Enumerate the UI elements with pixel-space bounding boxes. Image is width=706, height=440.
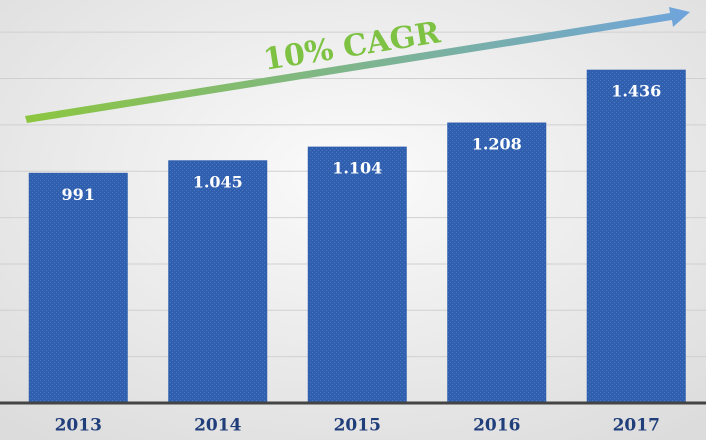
data-label: 991 [62,185,95,204]
data-label: 1.045 [193,172,243,191]
x-tick-label: 2013 [55,416,102,436]
bar [28,172,128,404]
bar [168,160,268,404]
x-tick-label: 2017 [613,416,660,436]
cagr-arrow [25,7,690,123]
data-label: 1.436 [611,82,661,101]
bar [307,146,407,404]
x-tick-label: 2016 [473,416,520,436]
x-tick-label: 2014 [194,416,241,436]
bar [586,69,686,404]
bar [447,122,547,404]
x-tick-label: 2015 [334,416,381,436]
data-label: 1.104 [332,159,382,178]
data-label: 1.208 [472,135,522,154]
